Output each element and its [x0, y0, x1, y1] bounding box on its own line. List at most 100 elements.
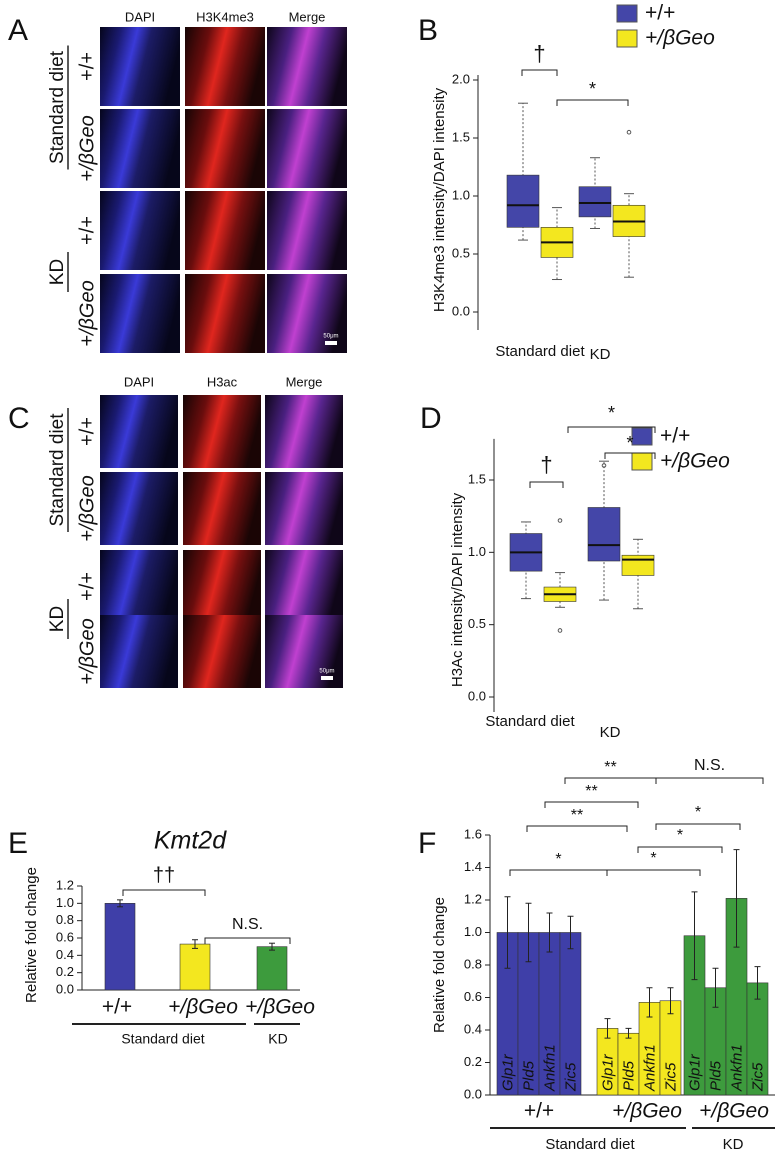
legend-swatch — [616, 4, 638, 23]
micrograph — [185, 191, 265, 270]
significance-label: † — [533, 41, 545, 66]
genotype-label: +/βGeo — [76, 618, 98, 684]
gene-label: Glp1r — [686, 1053, 703, 1091]
micrograph — [185, 27, 265, 106]
micrograph — [100, 395, 178, 468]
significance-label: † — [540, 452, 552, 477]
y-tick-label: 1.0 — [464, 924, 482, 939]
significance-label: * — [677, 827, 683, 844]
significance-bracket — [509, 869, 608, 876]
diet-label: Standard diet — [47, 413, 68, 527]
y-tick-label: 0.0 — [452, 303, 470, 318]
significance-label: ** — [604, 759, 616, 776]
y-tick-label: 1.2 — [464, 891, 482, 906]
column-header: Merge — [286, 374, 323, 389]
y-tick-label: 0.6 — [464, 989, 482, 1004]
column-header: H3K4me3 — [196, 9, 254, 24]
gene-label: Glp1r — [599, 1053, 616, 1091]
significance-label: * — [626, 433, 633, 453]
column-header: Merge — [289, 9, 326, 24]
panel-letter: C — [8, 402, 30, 435]
micrograph — [265, 472, 343, 545]
y-tick-label: 0.6 — [56, 929, 74, 944]
x-tick-label: KD — [590, 346, 611, 363]
scale-bar — [325, 341, 337, 345]
y-tick-label: 0.2 — [464, 1054, 482, 1069]
micrograph — [183, 472, 261, 545]
gene-label: Ankfn1 — [641, 1044, 658, 1092]
y-tick-label: 0.8 — [464, 956, 482, 971]
significance-label: †† — [153, 864, 175, 886]
diet-label: Standard diet — [47, 50, 68, 164]
micrograph — [185, 274, 265, 353]
legend-label: +/βGeo — [660, 450, 730, 473]
outlier — [601, 463, 607, 468]
genotype-label: +/+ — [76, 52, 98, 81]
significance-bracket — [564, 777, 657, 784]
outlier — [626, 129, 632, 135]
gene-label: Pld5 — [707, 1060, 724, 1091]
panel-letter: B — [418, 14, 438, 47]
scale-bar-label: 50μm — [323, 334, 338, 340]
significance-bracket — [604, 452, 656, 459]
outlier — [557, 518, 563, 523]
genotype-label: +/βGeo — [76, 115, 98, 181]
x-tick-label: +/+ — [102, 996, 132, 1019]
y-tick-label: 1.5 — [468, 471, 486, 486]
panel-letter: A — [8, 14, 28, 47]
legend-label: +/+ — [645, 2, 675, 25]
micrograph — [100, 191, 180, 270]
micrograph — [267, 109, 347, 188]
significance-bracket — [556, 99, 629, 106]
x-tick-label: +/βGeo — [699, 1100, 769, 1123]
panel-letter: D — [420, 402, 442, 435]
significance-bracket — [606, 869, 701, 876]
column-header: DAPI — [125, 9, 155, 24]
y-tick-label: 0.0 — [56, 981, 74, 996]
scale-bar-label: 50μm — [319, 669, 334, 675]
significance-bracket — [655, 823, 741, 830]
y-tick-label: 1.0 — [468, 544, 486, 559]
y-tick-label: 0.4 — [464, 1021, 482, 1036]
significance-bracket — [526, 825, 628, 832]
significance-bracket — [567, 426, 656, 433]
gene-label: Pld5 — [620, 1060, 637, 1091]
significance-bracket — [529, 481, 564, 488]
panel-letter: F — [418, 827, 436, 860]
group-label: Standard diet — [121, 1031, 204, 1047]
y-tick-label: 1.2 — [56, 877, 74, 892]
panel-letter: E — [8, 827, 28, 860]
box — [506, 174, 540, 228]
x-tick-label: Standard diet — [495, 343, 585, 360]
micrograph — [183, 615, 261, 688]
micrograph — [267, 274, 347, 353]
y-tick-label: 0.0 — [468, 688, 486, 703]
micrograph — [100, 109, 180, 188]
micrograph — [265, 550, 343, 623]
genotype-label: +/+ — [76, 216, 98, 245]
gene-label: Ankfn1 — [728, 1044, 745, 1092]
x-tick-label: +/βGeo — [168, 996, 238, 1019]
y-axis-label: Relative fold change — [23, 867, 40, 1003]
micrograph — [100, 27, 180, 106]
y-tick-label: 1.4 — [464, 859, 482, 874]
legend-swatch — [631, 427, 653, 446]
significance-label: * — [589, 79, 596, 99]
gene-label: Zic5 — [749, 1062, 766, 1092]
micrograph — [265, 395, 343, 468]
genotype-label: +/βGeo — [76, 280, 98, 346]
legend-label: +/+ — [660, 425, 690, 448]
significance-bracket — [544, 801, 639, 808]
significance-label: * — [650, 850, 656, 867]
y-tick-label: 1.5 — [452, 129, 470, 144]
box — [621, 554, 655, 576]
micrograph — [100, 615, 178, 688]
micrograph — [267, 191, 347, 270]
y-tick-label: 0.8 — [56, 912, 74, 927]
diet-label: KD — [47, 259, 68, 285]
group-label: KD — [268, 1031, 287, 1047]
micrograph — [100, 550, 178, 623]
legend-swatch — [631, 452, 653, 471]
box — [587, 507, 621, 562]
gene-label: Glp1r — [499, 1053, 516, 1091]
